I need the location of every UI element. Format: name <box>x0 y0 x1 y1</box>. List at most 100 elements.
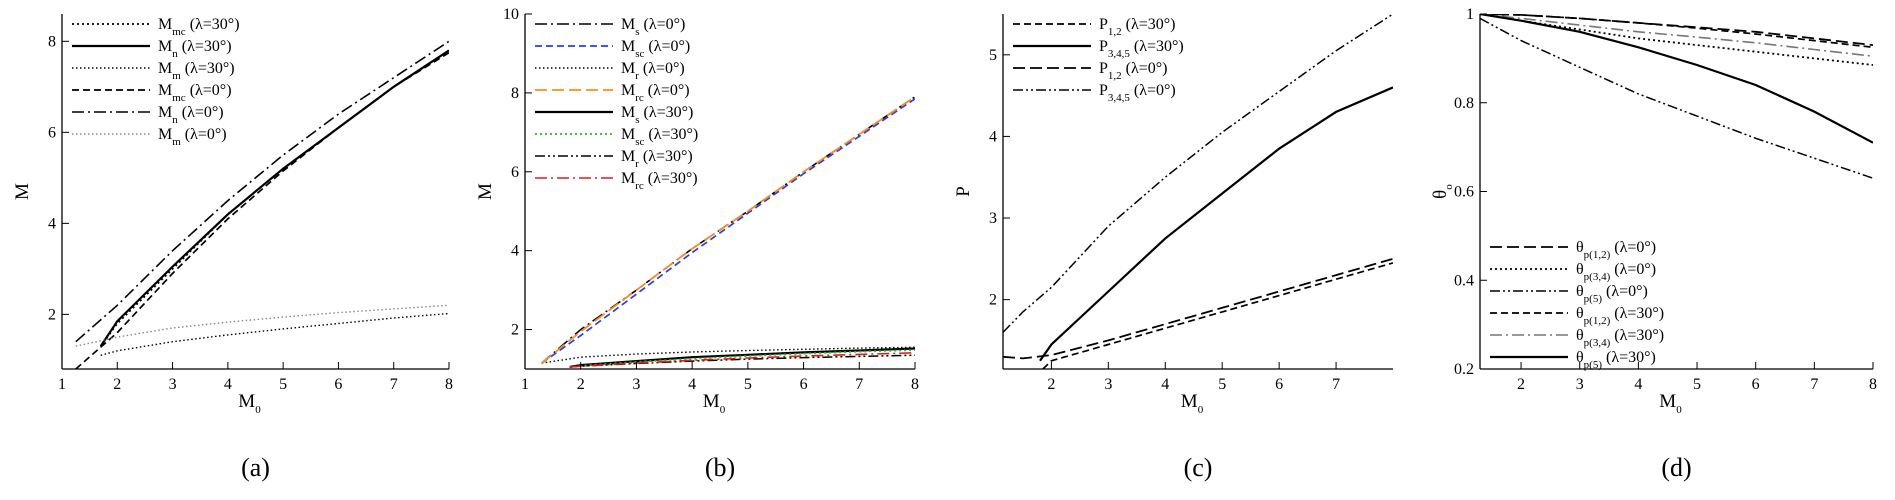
legend-entry: θp(3,4) (λ=30°) <box>1576 327 1664 349</box>
series-line-5 <box>75 40 449 343</box>
y-axis-title: M <box>12 183 33 200</box>
x-tick-label: 8 <box>445 376 453 393</box>
x-tick-label: 3 <box>1104 376 1112 393</box>
series-line-4 <box>75 51 449 369</box>
y-tick-label: 4 <box>989 128 997 145</box>
x-axis-title: M0 <box>1181 391 1204 416</box>
panel-label: (a) <box>241 453 270 482</box>
legend-entry: Ms (λ=30°) <box>621 104 693 126</box>
x-tick-label: 2 <box>577 376 585 393</box>
x-axis-title: M0 <box>703 391 726 416</box>
legend-entry: Ms (λ=0°) <box>621 16 685 38</box>
legend-entry: Msc (λ=30°) <box>621 126 698 148</box>
x-tick-label: 4 <box>224 376 232 393</box>
series-line-2 <box>1039 86 1393 362</box>
legend: Mmc (λ=30°)Mn (λ=30°)Mm (λ=30°)Mmc (λ=0°… <box>72 16 240 148</box>
legend-entry: P3,4,5 (λ=0°) <box>1099 82 1176 104</box>
panel-label: (b) <box>705 453 735 482</box>
panel-label: (d) <box>1661 453 1691 482</box>
legend-entry: P1,2 (λ=30°) <box>1099 16 1176 38</box>
series-line-4 <box>541 96 915 364</box>
x-tick-label: 6 <box>1275 376 1283 393</box>
series-line-8 <box>569 352 915 368</box>
y-tick-label: 4 <box>48 215 56 232</box>
x-axis-title: M0 <box>238 391 261 416</box>
x-tick-label: 5 <box>1218 376 1226 393</box>
x-tick-label: 6 <box>800 376 808 393</box>
series-group <box>1003 14 1393 369</box>
x-tick-label: 2 <box>1047 376 1055 393</box>
y-axis-title: M <box>475 183 496 200</box>
x-tick-label: 4 <box>688 376 696 393</box>
x-tick-label: 7 <box>855 376 863 393</box>
series-line-4 <box>1003 14 1393 333</box>
x-tick-label: 3 <box>1576 376 1584 393</box>
panel-label: (c) <box>1184 453 1213 482</box>
x-tick-label: 1 <box>58 376 66 393</box>
x-tick-label: 7 <box>1332 376 1340 393</box>
series-line-1 <box>1042 262 1393 369</box>
x-tick-label: 3 <box>169 376 177 393</box>
legend-entry: Msc (λ=0°) <box>621 38 690 60</box>
x-tick-label: 8 <box>911 376 919 393</box>
legend-entry: θp(5) (λ=0°) <box>1576 283 1648 305</box>
series-line-4 <box>1480 14 1873 49</box>
y-tick-label: 8 <box>511 85 519 102</box>
x-tick-label: 1 <box>521 376 529 393</box>
series-line-3 <box>100 312 449 356</box>
legend-entry: Mrc (λ=30°) <box>621 170 698 192</box>
series-group <box>75 40 449 369</box>
legend-entry: θp(3,4) (λ=0°) <box>1576 261 1656 283</box>
x-tick-label: 7 <box>1810 376 1818 393</box>
x-tick-label: 5 <box>1693 376 1701 393</box>
y-tick-label: 2 <box>989 292 997 309</box>
legend-entry: Mr (λ=30°) <box>621 148 693 170</box>
series-group <box>541 96 915 369</box>
y-tick-label: 0.2 <box>1454 361 1474 378</box>
series-line-6 <box>75 304 449 347</box>
legend-entry: θp(1,2) (λ=30°) <box>1576 305 1664 327</box>
y-axis-title: θo <box>1430 184 1455 199</box>
legend-entry: Mn (λ=30°) <box>158 38 232 60</box>
y-tick-label: 1 <box>1466 6 1474 23</box>
series-line-2 <box>99 49 449 347</box>
series-line-5 <box>1480 14 1873 57</box>
y-tick-label: 6 <box>511 164 519 181</box>
legend: θp(1,2) (λ=0°)θp(3,4) (λ=0°)θp(5) (λ=0°)… <box>1490 239 1664 371</box>
legend-entry: Mm (λ=30°) <box>158 60 235 82</box>
y-tick-label: 5 <box>989 47 997 64</box>
legend-entry: Mn (λ=0°) <box>158 104 224 126</box>
x-tick-label: 5 <box>744 376 752 393</box>
legend-entry: Mmc (λ=0°) <box>158 82 232 104</box>
legend-entry: θp(1,2) (λ=0°) <box>1576 239 1656 261</box>
series-line-2 <box>1480 14 1873 66</box>
y-tick-label: 0.8 <box>1454 95 1474 112</box>
x-tick-label: 6 <box>334 376 342 393</box>
series-line-7 <box>569 354 915 368</box>
x-tick-label: 5 <box>279 376 287 393</box>
series-line-6 <box>1480 14 1873 144</box>
y-axis-title: P <box>953 186 974 197</box>
x-tick-label: 7 <box>390 376 398 393</box>
x-tick-label: 4 <box>1634 376 1642 393</box>
legend-entry: Mrc (λ=0°) <box>621 82 690 104</box>
series-line-3 <box>1480 17 1873 179</box>
series-line-2 <box>541 98 915 364</box>
x-tick-label: 4 <box>1161 376 1169 393</box>
x-tick-label: 6 <box>1752 376 1760 393</box>
x-tick-label: 2 <box>113 376 121 393</box>
y-tick-label: 6 <box>48 124 56 141</box>
x-tick-label: 2 <box>1517 376 1525 393</box>
series-line-3 <box>541 346 915 364</box>
series-group <box>1480 14 1873 179</box>
legend-entry: Mmc (λ=30°) <box>158 16 240 38</box>
y-tick-label: 0.4 <box>1454 272 1474 289</box>
x-axis-title: M0 <box>1659 391 1682 416</box>
y-tick-label: 2 <box>511 322 519 339</box>
legend-entry: Mr (λ=0°) <box>621 60 685 82</box>
